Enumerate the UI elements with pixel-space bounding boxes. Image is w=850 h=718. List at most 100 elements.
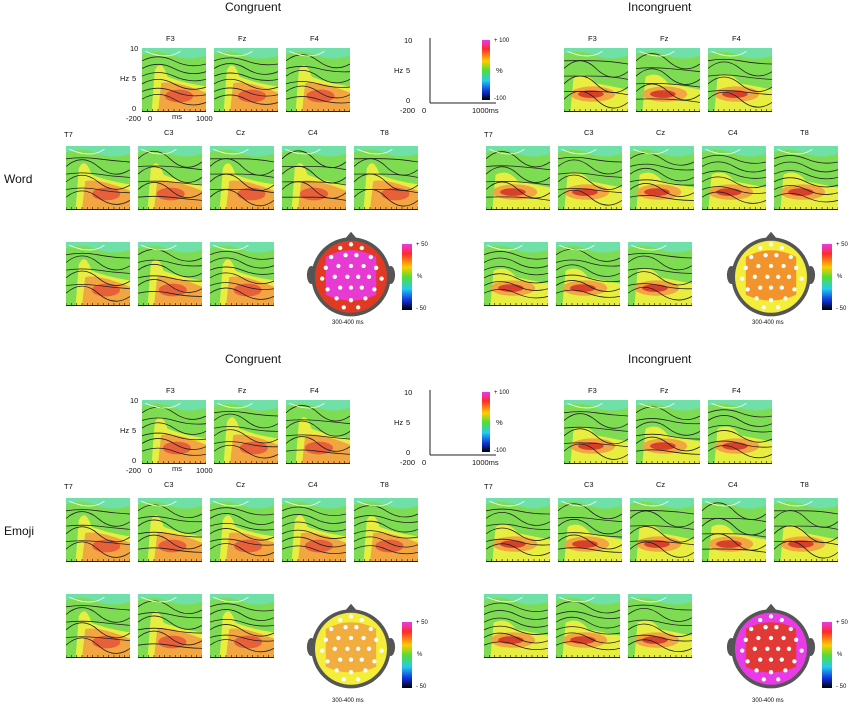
electrode-marker — [332, 646, 337, 651]
electrode-marker — [343, 253, 348, 258]
electrode-marker — [348, 298, 354, 303]
electrode-label: F4 — [732, 386, 741, 395]
electrode-marker — [356, 305, 361, 310]
time-frequency-map — [486, 146, 550, 210]
electrode-label: T8 — [380, 480, 389, 489]
electrode-marker — [359, 245, 364, 251]
electrode-label: C3 — [584, 128, 594, 137]
colorbar-min-label: - 50 — [416, 306, 427, 312]
time-frequency-map — [138, 146, 202, 210]
electrode-marker — [758, 617, 763, 623]
time-frequency-map — [282, 498, 346, 562]
time-frequency-map — [564, 400, 628, 464]
electrode-label: T8 — [800, 480, 809, 489]
colorbar-unit-label: % — [837, 652, 843, 658]
electrode-marker — [334, 296, 339, 301]
legend-y-tick: 5 — [406, 66, 411, 75]
electrode-marker — [323, 265, 328, 270]
colorbar-max-label: + 50 — [836, 242, 848, 248]
electrode-marker — [768, 670, 774, 675]
electrode-marker — [341, 305, 346, 310]
electrode-marker — [740, 648, 745, 653]
legend-scale-min: -100 — [494, 448, 507, 454]
electrode-marker — [781, 635, 786, 641]
electrode-marker — [768, 285, 774, 290]
colorbar — [402, 622, 412, 688]
electrode-marker — [374, 637, 379, 642]
condition-title: Congruent — [225, 352, 282, 366]
electrode-marker — [320, 276, 325, 281]
electrode-marker — [799, 648, 804, 653]
legend-y-tick: 0 — [406, 448, 411, 457]
y-tick-label: 5 — [132, 426, 137, 435]
electrode-label: Fz — [660, 386, 669, 395]
electrode-marker — [379, 648, 384, 653]
electrode-marker — [745, 659, 750, 664]
electrode-marker — [752, 274, 757, 279]
electrode-marker — [354, 625, 359, 630]
electrode-marker — [348, 657, 354, 662]
x-tick-label: 0 — [148, 114, 153, 123]
time-frequency-map — [636, 400, 700, 464]
electrode-marker — [372, 659, 377, 664]
colorbar-max-label: + 50 — [416, 620, 428, 626]
electrode-marker — [348, 614, 354, 619]
electrode-marker — [786, 274, 792, 279]
electrode-label: Fz — [238, 34, 247, 43]
electrode-marker — [359, 285, 364, 290]
time-frequency-map — [214, 400, 278, 464]
electrode-label: T7 — [64, 482, 73, 491]
electrode-marker — [348, 285, 354, 290]
electrode-marker — [765, 274, 770, 279]
time-frequency-map — [66, 242, 130, 306]
colorbar — [822, 244, 832, 310]
row-label: Emoji — [4, 524, 35, 538]
time-frequency-map — [66, 498, 130, 562]
electrode-marker — [338, 285, 343, 290]
electrode-marker — [774, 625, 779, 630]
time-frequency-map — [556, 594, 620, 658]
electrode-marker — [356, 646, 361, 651]
electrode-marker — [781, 263, 786, 269]
time-frequency-map — [558, 498, 622, 562]
electrode-marker — [788, 626, 793, 632]
y-tick-label: 0 — [132, 456, 137, 465]
electrode-label: Cz — [656, 480, 666, 489]
electrode-label: F3 — [166, 34, 175, 43]
electrode-marker — [792, 287, 797, 292]
electrode-marker — [758, 245, 763, 251]
electrode-marker — [345, 646, 350, 651]
electrode-label: F3 — [588, 34, 597, 43]
x-tick-label: 1000 — [196, 466, 213, 475]
legend-scale-max: + 100 — [494, 38, 510, 44]
x-tick-label: -200 — [126, 466, 142, 475]
time-frequency-map — [142, 48, 206, 112]
electrode-marker — [368, 254, 373, 260]
electrode-marker — [338, 245, 343, 251]
electrode-marker — [768, 298, 774, 303]
electrode-marker — [320, 648, 325, 653]
electrode-marker — [745, 287, 750, 292]
electrode-marker — [348, 670, 354, 675]
electrode-marker — [374, 265, 379, 270]
electrode-marker — [323, 637, 328, 642]
electrode-label: C4 — [728, 480, 738, 489]
electrode-marker — [363, 296, 368, 301]
electrode-marker — [372, 287, 377, 292]
electrode-marker — [776, 677, 781, 682]
electrode-marker — [336, 263, 341, 269]
time-frequency-map — [774, 146, 838, 210]
electrode-marker — [768, 657, 774, 662]
electrode-marker — [354, 253, 359, 258]
condition-title: Incongruent — [628, 0, 692, 14]
condition-title: Incongruent — [628, 352, 692, 366]
electrode-marker — [758, 285, 763, 290]
time-frequency-map — [702, 146, 766, 210]
electrode-marker — [348, 263, 354, 269]
legend-y-tick: 10 — [404, 36, 413, 45]
colorbar — [402, 244, 412, 310]
colorbar — [822, 622, 832, 688]
electrode-marker — [783, 296, 788, 301]
electrode-label: Cz — [236, 128, 246, 137]
legend-scale-max: + 100 — [494, 390, 510, 396]
